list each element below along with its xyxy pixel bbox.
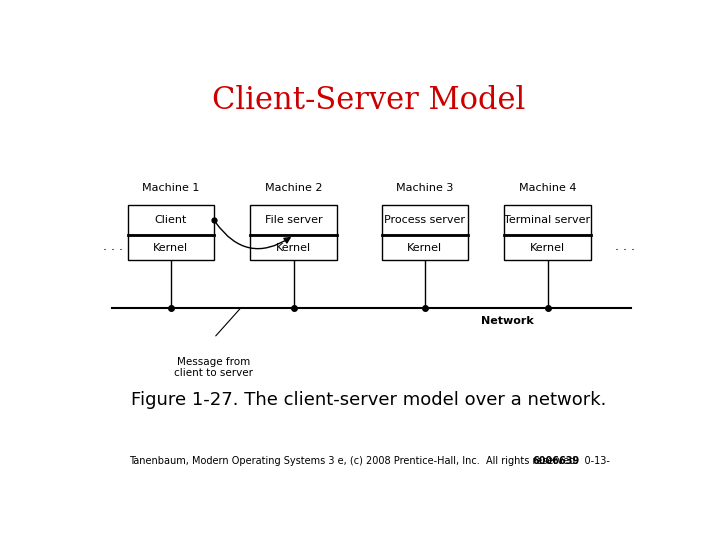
Text: Client: Client	[155, 215, 187, 225]
Bar	[504, 205, 591, 235]
Text: Kernel: Kernel	[530, 243, 565, 253]
Text: Kernel: Kernel	[276, 243, 311, 253]
Text: Kernel: Kernel	[408, 243, 442, 253]
Bar	[127, 235, 214, 260]
Text: Figure 1-27. The client-server model over a network.: Figure 1-27. The client-server model ove…	[131, 390, 607, 409]
Bar	[251, 205, 337, 235]
Bar	[504, 235, 591, 260]
Bar	[382, 235, 468, 260]
Bar	[127, 205, 214, 235]
Text: Machine 1: Machine 1	[143, 183, 199, 193]
Text: 6006639: 6006639	[533, 456, 580, 465]
Text: Message from
client to server: Message from client to server	[174, 357, 253, 379]
Text: Machine 3: Machine 3	[396, 183, 454, 193]
Bar	[251, 235, 337, 260]
Bar	[382, 205, 468, 235]
Text: . . .: . . .	[104, 240, 123, 253]
Text: Machine 2: Machine 2	[265, 183, 323, 193]
Text: Tanenbaum, Modern Operating Systems 3 e, (c) 2008 Prentice-Hall, Inc.  All right: Tanenbaum, Modern Operating Systems 3 e,…	[129, 456, 609, 465]
Text: Machine 4: Machine 4	[519, 183, 576, 193]
Text: Terminal server: Terminal server	[505, 215, 590, 225]
Text: Network: Network	[481, 316, 534, 326]
Text: Kernel: Kernel	[153, 243, 189, 253]
Text: Client-Server Model: Client-Server Model	[212, 85, 526, 116]
Text: File server: File server	[265, 215, 323, 225]
Text: . . .: . . .	[615, 240, 634, 253]
Text: Process server: Process server	[384, 215, 465, 225]
